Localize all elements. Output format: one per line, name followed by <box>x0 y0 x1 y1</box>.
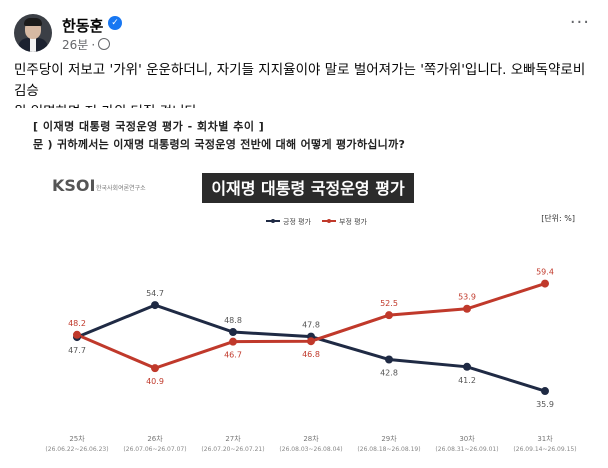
x-tick-period: (26.09.14~26.09.15) <box>513 446 576 453</box>
data-point <box>385 311 393 320</box>
x-tick-label: 28차 <box>303 434 319 443</box>
ksoi-logo: KSOI <box>52 176 95 195</box>
data-label: 47.8 <box>302 321 320 330</box>
x-tick-label: 25차 <box>69 434 85 443</box>
x-tick-period: (26.07.06~26.07.07) <box>123 446 186 453</box>
data-point <box>151 301 159 310</box>
x-tick-label: 26차 <box>147 434 163 443</box>
x-tick-period: (26.07.20~26.07.21) <box>201 446 264 453</box>
data-point <box>463 304 471 313</box>
data-point <box>541 279 549 288</box>
x-axis: 25차 (26.06.22~26.06.23) 26차 (26.07.06~26.07… <box>45 434 576 453</box>
line-chart: KSOI 한국사회여론연구소 이재명 대통령 국정운영 평가 [단위: %] 긍… <box>45 173 577 453</box>
data-point <box>463 362 471 371</box>
data-point <box>151 364 159 373</box>
data-label: 35.9 <box>536 400 554 409</box>
data-label: 46.8 <box>302 350 320 359</box>
figure-question: 문 ) 귀하께서는 이재명 대통령의 국정운영 전반에 대해 어떻게 평가하십니… <box>33 138 406 151</box>
x-tick-label: 30차 <box>459 434 475 443</box>
chart-legend: 긍정 평가 부정 평가 <box>266 217 368 226</box>
globe-icon[interactable] <box>98 38 111 50</box>
data-point <box>229 337 237 346</box>
post-header: 한동훈 ✓ 26분 · ··· <box>14 12 594 52</box>
chart-area: KSOI 한국사회여론연구소 이재명 대통령 국정운영 평가 [단위: %] 긍… <box>30 158 605 464</box>
data-point <box>229 328 237 337</box>
data-label: 53.9 <box>458 293 476 302</box>
post-time[interactable]: 26분 <box>62 38 89 52</box>
data-label: 41.2 <box>458 376 476 385</box>
post-meta: 26분 · <box>62 36 111 53</box>
x-tick-period: (26.06.22~26.06.23) <box>45 446 108 453</box>
x-tick-label: 29차 <box>381 434 397 443</box>
legend-label: 부정 평가 <box>339 217 368 226</box>
avatar[interactable] <box>14 14 52 52</box>
x-tick-period: (26.08.31~26.09.01) <box>435 446 498 453</box>
legend-marker <box>271 219 275 223</box>
unit-label: [단위: %] <box>541 213 575 223</box>
series-layer: 47.7 54.7 48.8 47.8 42.8 41.2 35.9 48.2 40.9 46.7… <box>68 268 554 409</box>
meta-separator: · <box>91 38 96 52</box>
data-label: 40.9 <box>146 377 164 386</box>
verified-badge-icon: ✓ <box>108 16 122 30</box>
data-label: 46.7 <box>224 351 242 360</box>
data-label: 59.4 <box>536 268 554 277</box>
chart-banner <box>202 173 414 203</box>
x-tick-label: 31차 <box>537 434 553 443</box>
data-label: 48.2 <box>68 319 86 328</box>
more-options-icon[interactable]: ··· <box>569 12 590 33</box>
post-text-line: 민주당이 저보고 '가위' 운운하더니, 자기들 지지율이야 말로 벌어져가는 … <box>14 62 586 99</box>
data-label: 47.7 <box>68 346 86 355</box>
data-point <box>385 355 393 364</box>
x-tick-label: 27차 <box>225 434 241 443</box>
author-name[interactable]: 한동훈 <box>62 17 104 35</box>
ksoi-logo-sub: 한국사회여론연구소 <box>96 184 146 192</box>
data-label: 42.8 <box>380 368 398 377</box>
data-point <box>73 330 81 339</box>
data-label: 54.7 <box>146 289 164 298</box>
data-point <box>307 337 315 346</box>
legend-marker <box>327 219 331 223</box>
data-label: 48.8 <box>224 316 242 325</box>
post-image[interactable]: [ 이재명 대통령 국정운영 평가 - 회차별 추이 ] 문 ) 귀하께서는 이… <box>0 108 608 464</box>
data-label: 52.5 <box>380 299 398 308</box>
chart-banner-title: 이재명 대통령 국정운영 평가 <box>211 179 405 198</box>
legend-label: 긍정 평가 <box>283 217 312 226</box>
x-tick-period: (26.08.03~26.08.04) <box>279 446 342 453</box>
figure-title: [ 이재명 대통령 국정운영 평가 - 회차별 추이 ] <box>33 120 265 133</box>
x-tick-period: (26.08.18~26.08.19) <box>357 446 420 453</box>
data-point <box>541 387 549 396</box>
